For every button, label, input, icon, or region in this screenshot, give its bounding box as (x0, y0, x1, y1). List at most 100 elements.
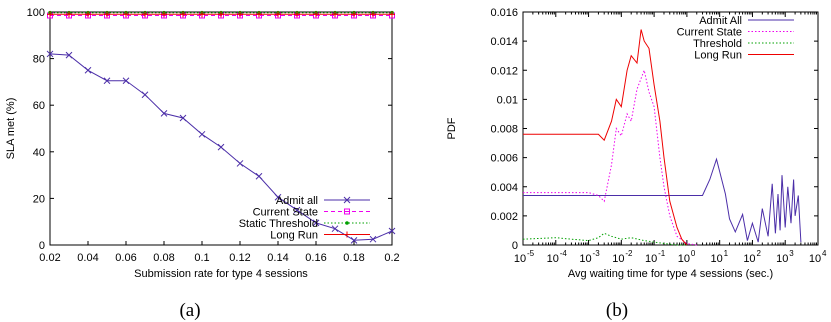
x-tick-label-b: 10 (678, 253, 690, 265)
x-tick-exponent-b: 4 (822, 249, 827, 258)
data-point-a-0 (350, 236, 358, 244)
x-tick-label-b: 10 (776, 253, 788, 265)
x-tick-label-a: 0.2 (384, 252, 399, 264)
data-point-a-3 (218, 11, 224, 18)
data-point-a-3 (294, 11, 300, 18)
data-point-a-3 (199, 11, 205, 18)
data-point-a-3 (161, 11, 167, 18)
x-tick-label-a: 0.14 (267, 252, 288, 264)
legend-label-b: Current State (677, 27, 742, 39)
x-tick-label-b: 10 (743, 253, 755, 265)
data-point-a-0 (312, 219, 320, 227)
y-axis-label-b: PDF (446, 117, 458, 139)
data-point-a-0 (255, 172, 263, 180)
data-point-a-0 (274, 193, 282, 201)
y-tick-label-b: 0.014 (490, 36, 518, 48)
data-point-a-3 (275, 11, 281, 18)
data-point-a-0 (65, 51, 73, 59)
x-tick-label-b: 10 (579, 253, 591, 265)
data-point-a-0 (179, 114, 187, 122)
x-tick-exponent-b: -1 (658, 249, 666, 258)
data-point-a-0 (141, 91, 149, 99)
x-tick-label-a: 0.02 (39, 252, 60, 264)
data-point-a-3 (66, 11, 72, 18)
y-tick-label-a: 20 (33, 193, 45, 205)
data-point-a-3 (351, 11, 357, 18)
y-tick-label-a: 40 (33, 147, 45, 159)
x-tick-exponent-b: -5 (527, 249, 535, 258)
legend-marker-a (343, 196, 351, 204)
data-point-a-3 (123, 11, 129, 18)
legend-marker-a (344, 231, 350, 238)
data-point-a-3 (104, 11, 110, 18)
data-point-a-0 (103, 77, 111, 85)
data-point-a-3 (256, 11, 262, 18)
x-tick-exponent-b: -3 (593, 249, 601, 258)
x-tick-exponent-b: 2 (756, 249, 761, 258)
legend-label-a: Admit all (276, 195, 318, 207)
x-tick-label-a: 0.12 (229, 252, 250, 264)
y-axis-label-a: SLA met (%) (5, 98, 17, 160)
data-point-a-0 (198, 130, 206, 138)
x-tick-label-a: 0.18 (343, 252, 364, 264)
legend-label-b: Admit All (699, 15, 742, 27)
caption-b: (b) (606, 300, 628, 321)
data-point-a-0 (236, 160, 244, 167)
series-line-b-1 (523, 68, 697, 246)
data-point-a-0 (369, 235, 377, 243)
caption-a: (a) (179, 300, 200, 321)
y-tick-label-b: 0 (512, 240, 518, 252)
data-point-a-3 (142, 11, 148, 18)
y-tick-label-b: 0.004 (490, 182, 518, 194)
y-tick-label-a: 80 (33, 54, 45, 66)
y-tick-label-b: 0.002 (490, 211, 518, 223)
x-axis-label-b: Avg waiting time for type 4 sessions (se… (568, 268, 773, 280)
legend-marker-a (345, 221, 349, 225)
x-tick-label-b: 10 (809, 253, 821, 265)
legend-label-a: Static Threshold (239, 218, 318, 230)
x-tick-exponent-b: -2 (625, 249, 633, 258)
x-tick-label-b: 10 (711, 253, 723, 265)
x-tick-exponent-b: 3 (789, 249, 794, 258)
x-tick-exponent-b: 1 (724, 249, 729, 258)
y-tick-label-a: 60 (33, 100, 45, 112)
data-point-a-3 (370, 11, 376, 18)
series-line-b-2 (522, 232, 687, 246)
data-point-a-3 (332, 11, 338, 18)
legend-label-a: Current State (253, 207, 318, 219)
y-tick-label-b: 0.012 (490, 65, 518, 77)
x-tick-label-a: 0.16 (305, 252, 326, 264)
data-point-a-3 (47, 11, 53, 18)
data-point-a-0 (122, 77, 130, 85)
y-tick-label-b: 0.006 (490, 153, 518, 165)
x-axis-label-a: Submission rate for type 4 sessions (134, 268, 308, 280)
x-tick-label-a: 0.08 (153, 252, 174, 264)
y-tick-label-a: 0 (39, 240, 45, 252)
legend-label-b: Long Run (694, 50, 742, 62)
data-point-a-3 (180, 11, 186, 18)
data-point-a-3 (313, 11, 319, 18)
legend-label-a: Long Run (270, 230, 318, 242)
chart-a: 0.02 0.04 0.06 0.08 0.1 0.12 0.14 0.16 0.18 0.2 0 2… (5, 7, 400, 280)
x-tick-label-a: 0.04 (77, 252, 98, 264)
x-tick-label-b: 10 (547, 253, 559, 265)
legend-label-b: Threshold (693, 38, 742, 50)
x-tick-label-a: 0.06 (115, 252, 136, 264)
series-line-b-3 (523, 29, 688, 246)
y-tick-label-b: 0.008 (490, 124, 518, 136)
x-tick-exponent-b: 0 (691, 249, 696, 258)
x-tick-label-b: 10 (514, 253, 526, 265)
data-point-a-3 (389, 11, 395, 18)
y-tick-label-b: 0.01 (497, 94, 518, 106)
legend-marker-a (344, 208, 350, 215)
y-tick-label-b: 0.016 (490, 7, 518, 19)
y-tick-label-a: 100 (27, 7, 45, 19)
data-point-a-0 (84, 66, 92, 74)
x-tick-label-b: 10 (612, 253, 624, 265)
series-line-b-0 (523, 157, 802, 243)
plot-frame-a (49, 11, 393, 246)
data-point-a-3 (237, 11, 243, 18)
x-tick-label-b: 10 (645, 253, 657, 265)
data-point-a-0 (160, 110, 168, 117)
data-point-a-0 (217, 143, 225, 151)
